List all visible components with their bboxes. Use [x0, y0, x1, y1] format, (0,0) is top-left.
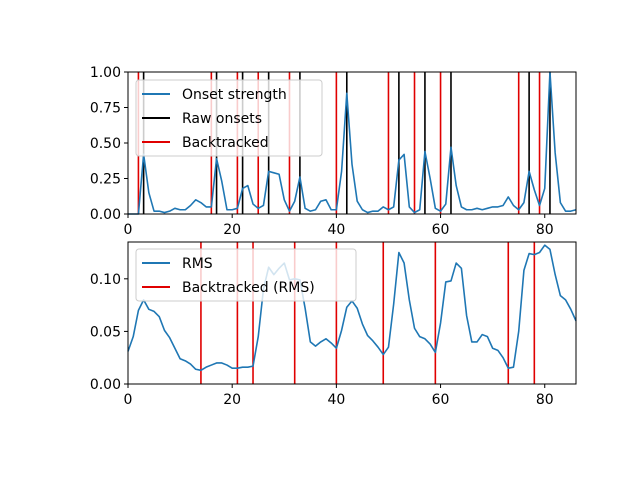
onset-ytick-label-3: 0.75: [90, 101, 121, 117]
onset-ytick-label-2: 0.50: [90, 136, 121, 152]
onset-ytick-label-0: 0.00: [90, 207, 121, 223]
onset-xtick-label-1: 20: [223, 222, 241, 238]
rms-legend-label-1: Backtracked (RMS): [182, 280, 315, 296]
rms-ytick-label-2: 0.10: [90, 272, 121, 288]
rms-ytick-label-1: 0.05: [90, 324, 121, 340]
onset-legend-label-2: Backtracked: [182, 135, 269, 151]
onset-legend-label-1: Raw onsets: [182, 111, 262, 127]
onset-xtick-label-3: 60: [432, 222, 450, 238]
onset-ytick-label-1: 0.25: [90, 172, 121, 188]
onset-ytick-label-4: 1.00: [90, 65, 121, 81]
onset-xtick-label-0: 0: [124, 222, 133, 238]
onset-legend: Onset strength Raw onsets Backtracked: [136, 80, 322, 156]
rms-xtick-label-4: 80: [536, 392, 554, 408]
rms-xtick-label-3: 60: [432, 392, 450, 408]
rms-xtick-label-1: 20: [223, 392, 241, 408]
onset-xtick-label-2: 40: [327, 222, 345, 238]
onset-legend-label-0: Onset strength: [182, 87, 287, 103]
rms-xtick-label-2: 40: [327, 392, 345, 408]
onset-xtick-label-4: 80: [536, 222, 554, 238]
rms-legend-label-0: RMS: [182, 256, 213, 272]
rms-legend: RMS Backtracked (RMS): [136, 249, 356, 301]
rms-xtick-label-0: 0: [124, 392, 133, 408]
rms-ytick-label-0: 0.00: [90, 377, 121, 393]
